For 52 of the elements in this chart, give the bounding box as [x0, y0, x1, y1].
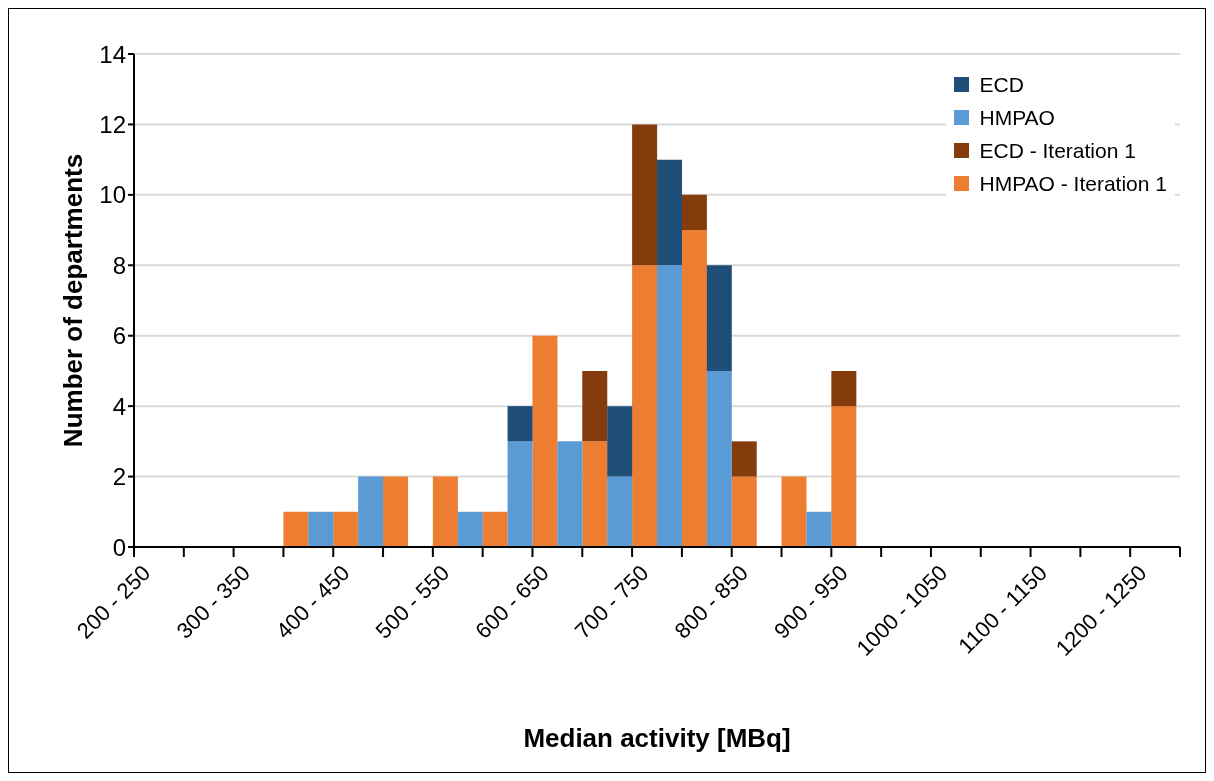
y-tick-label: 2: [112, 463, 126, 491]
legend-label: ECD - Iteration 1: [979, 138, 1136, 164]
bar: [383, 476, 409, 547]
bar: [706, 370, 732, 547]
x-tick-label: 600 - 650: [470, 560, 554, 644]
bar: [507, 406, 533, 442]
x-tick-label: 500 - 550: [370, 560, 455, 644]
bar: [607, 476, 633, 547]
y-axis-title: Number of departments: [58, 153, 88, 448]
bar: [582, 370, 608, 442]
bar: [432, 476, 458, 547]
bar: [283, 511, 309, 547]
x-tick-label: 200 - 250: [71, 560, 156, 644]
bar: [532, 335, 558, 547]
bar: [657, 265, 682, 547]
bar: [831, 370, 857, 407]
legend-label: HMPAO - Iteration 1: [979, 171, 1167, 197]
bar: [308, 511, 334, 547]
legend-label: ECD: [979, 72, 1024, 98]
x-tick-label: 700 - 750: [569, 560, 654, 644]
y-tick-label: 0: [112, 533, 126, 561]
bar: [657, 159, 682, 266]
x-axis-title: Median activity [MBq]: [523, 723, 791, 753]
bar: [681, 194, 707, 231]
bar: [457, 511, 483, 547]
bar: [731, 476, 757, 547]
legend-label: HMPAO: [979, 105, 1055, 131]
bar: [607, 406, 633, 477]
bar: [507, 441, 533, 547]
bar: [706, 265, 732, 371]
bar: [582, 441, 608, 547]
x-tick-label: 800 - 850: [669, 560, 754, 644]
y-tick-label: 12: [99, 110, 126, 138]
y-tick-label: 4: [112, 392, 126, 420]
x-tick-label: 900 - 950: [769, 560, 853, 644]
bar: [632, 265, 658, 547]
y-tick-label: 8: [112, 251, 126, 279]
bar: [806, 511, 832, 547]
bar: [358, 476, 384, 547]
bar: [781, 476, 807, 547]
bar: [831, 406, 857, 547]
y-tick-label: 14: [99, 40, 126, 68]
x-tick-label: 300 - 350: [171, 560, 255, 644]
y-tick-label: 10: [99, 181, 126, 209]
bar: [681, 230, 707, 547]
y-tick-label: 6: [112, 322, 126, 350]
bar: [632, 124, 658, 266]
bar: [731, 441, 757, 477]
bar: [333, 511, 359, 547]
bar: [482, 511, 508, 547]
bar: [557, 441, 583, 547]
x-tick-label: 400 - 450: [271, 560, 355, 644]
